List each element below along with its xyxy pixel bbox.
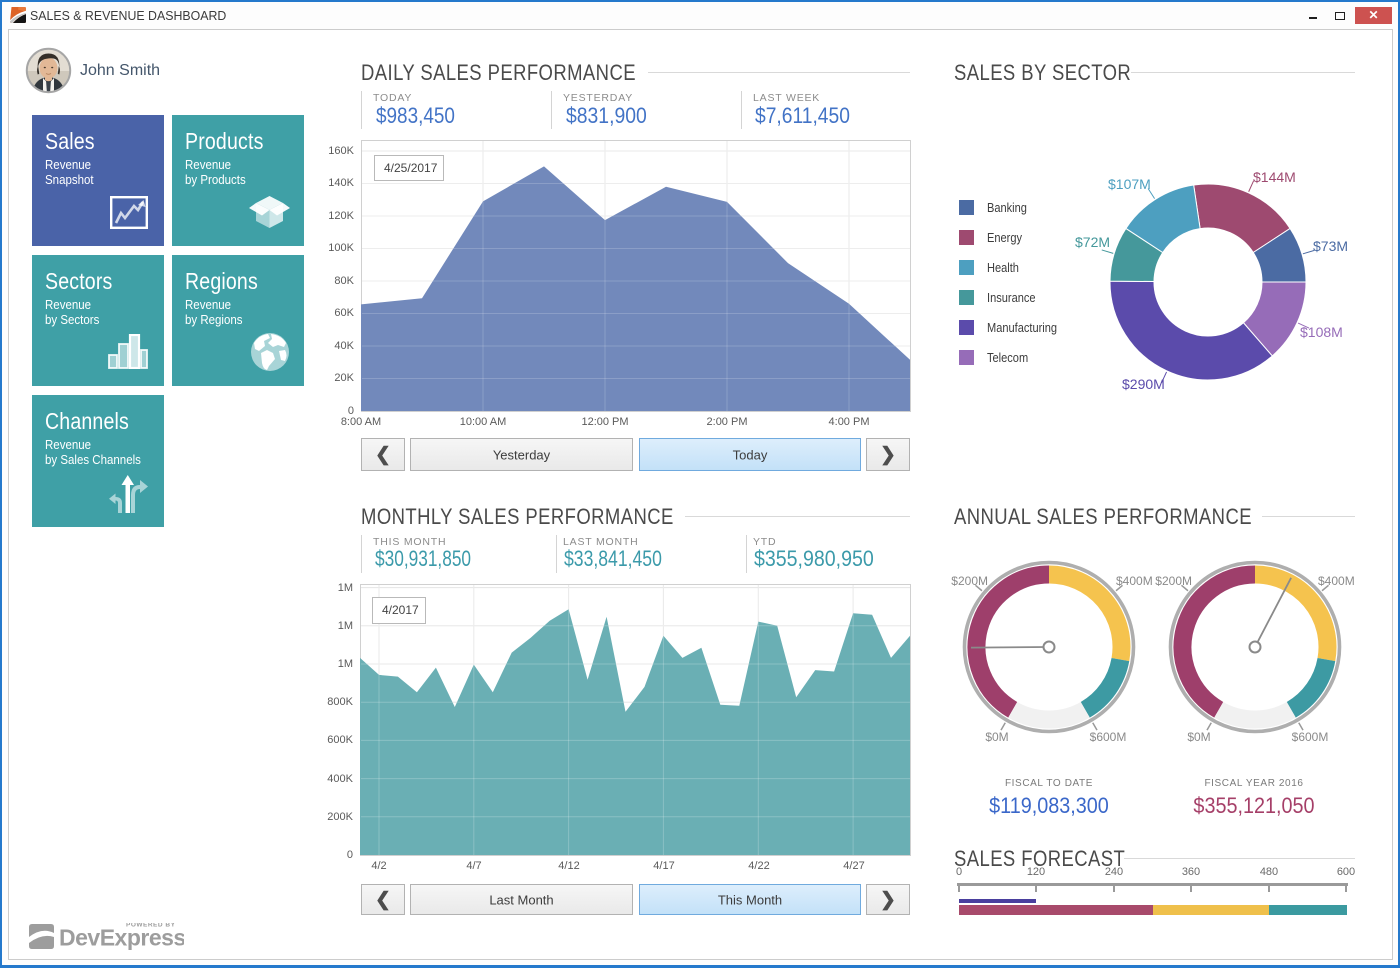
svg-text:POWERED BY: POWERED BY	[126, 923, 176, 929]
svg-text:DevExpress: DevExpress	[59, 925, 184, 951]
